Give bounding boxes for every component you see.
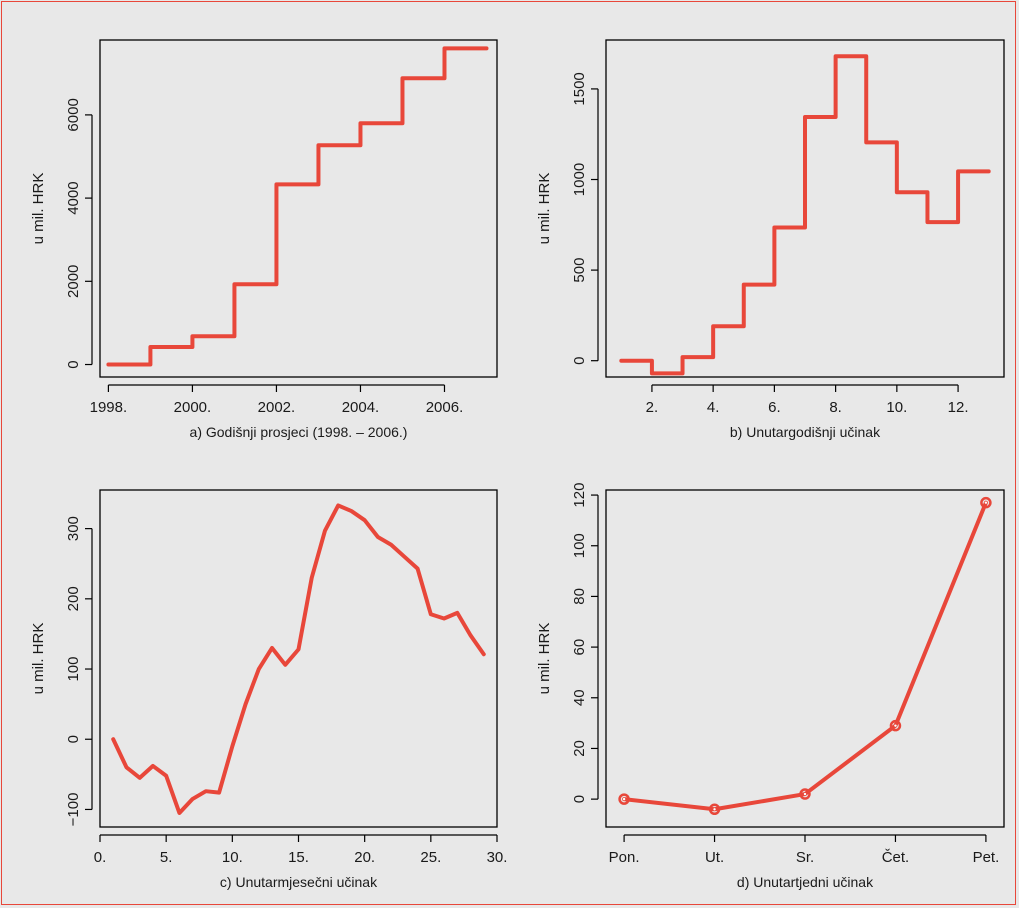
series-line — [106, 46, 489, 367]
y-tick-label: 1000 — [571, 163, 588, 196]
x-tick-label: 10. — [222, 849, 243, 866]
x-tick-label: Sr. — [796, 849, 814, 866]
data-point — [799, 788, 811, 800]
x-tick-label: Pet. — [973, 849, 1000, 866]
x-tick-label: 6. — [768, 399, 781, 416]
y-tick-label: 300 — [65, 516, 82, 541]
y-tick-label: 500 — [571, 258, 588, 283]
x-tick-label: 2000. — [174, 399, 212, 416]
y-tick-label: 120 — [571, 483, 588, 508]
chart-caption: d) Unutartjedni učinak — [737, 874, 874, 890]
y-tick-label: 4000 — [65, 181, 82, 214]
data-point — [980, 496, 992, 509]
x-tick-label: 0. — [94, 849, 107, 866]
plot-frame — [605, 39, 1005, 378]
x-tick-label: 8. — [829, 399, 842, 416]
x-tick-label: 15. — [288, 849, 309, 866]
data-point-center — [713, 808, 716, 811]
y-tick-label: 100 — [65, 657, 82, 682]
y-tick-label: 0 — [571, 357, 588, 365]
y-axis-title: u mil. HRK — [30, 623, 47, 695]
y-axis-title: u mil. HRK — [536, 173, 553, 245]
y-tick-label: 200 — [65, 586, 82, 611]
x-tick-label: 25. — [420, 849, 441, 866]
plot-frame — [605, 489, 1005, 828]
chart-caption: c) Unutarmjesečni učinak — [220, 874, 378, 890]
x-tick-label: Ut. — [705, 849, 724, 866]
x-tick-label: 10. — [886, 399, 907, 416]
y-tick-label: 0 — [65, 735, 82, 743]
chart-caption: a) Godišnji prosjeci (1998. – 2006.) — [190, 424, 408, 440]
series-line — [111, 503, 486, 815]
y-tick-label: 1500 — [571, 72, 588, 105]
y-tick-label: 0 — [571, 795, 588, 803]
data-point — [618, 793, 630, 805]
series-line — [622, 500, 988, 812]
y-tick-label: −100 — [65, 793, 82, 827]
chart-panel-3: 0. 5. 10. 15. 20. 25. 30. −100 0 100 200 300 u mil. … — [30, 489, 508, 890]
series-line — [619, 54, 991, 376]
plot-frame — [99, 489, 498, 828]
y-tick-label: 0 — [65, 360, 82, 368]
data-point-center — [894, 724, 897, 727]
chart-panel-2: 2. 4. 6. 8. 10. 12. 0 500 1000 1500 u mil. HRK b) U… — [536, 39, 1005, 440]
x-tick-label: Čet. — [882, 849, 910, 866]
x-tick-label: 30. — [487, 849, 508, 866]
y-tick-label: 60 — [571, 639, 588, 656]
x-tick-label: 2006. — [426, 399, 464, 416]
data-point-center — [803, 792, 807, 796]
x-tick-label: Pon. — [609, 849, 640, 866]
chart-caption: b) Unutargodišnji učinak — [730, 424, 881, 440]
y-axis-title: u mil. HRK — [30, 173, 47, 245]
data-point-center — [984, 501, 988, 504]
x-tick-label: 12. — [948, 399, 969, 416]
y-tick-label: 2000 — [65, 265, 82, 298]
plot-frame — [99, 39, 498, 378]
data-point — [708, 803, 721, 816]
x-tick-label: 4. — [707, 399, 720, 416]
data-point — [889, 719, 902, 732]
chart-panel-4: Pon. Ut. Sr. Čet. Pet. 0 20 40 60 80 100 120 u mil. … — [536, 483, 1005, 890]
y-tick-label: 80 — [571, 588, 588, 605]
x-tick-label: 2002. — [258, 399, 296, 416]
chart-panel-1: 1998. 2000. 2002. 2004. 2006. 0 2000 4000 6000 u … — [30, 39, 498, 440]
x-tick-label: 5. — [160, 849, 173, 866]
y-tick-label: 6000 — [65, 98, 82, 131]
x-tick-label: 2004. — [342, 399, 380, 416]
y-axis-title: u mil. HRK — [536, 623, 553, 695]
y-tick-label: 100 — [571, 533, 588, 558]
y-tick-label: 40 — [571, 689, 588, 706]
y-tick-label: 20 — [571, 740, 588, 757]
x-tick-label: 1998. — [90, 399, 128, 416]
x-tick-label: 2. — [646, 399, 659, 416]
x-tick-label: 20. — [354, 849, 375, 866]
data-point-center — [622, 797, 626, 801]
